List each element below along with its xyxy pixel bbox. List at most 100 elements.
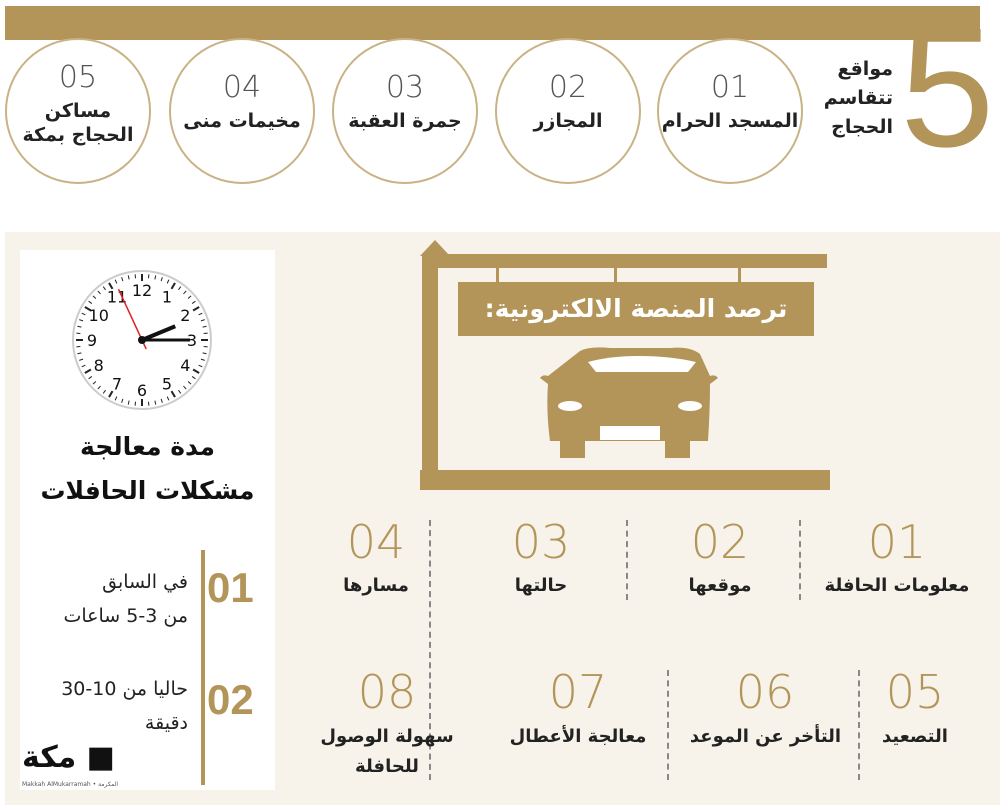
clock-tick <box>79 319 84 322</box>
clock-tick <box>160 277 163 282</box>
feature-number: 04 <box>346 515 406 569</box>
clock-tick <box>183 290 187 295</box>
site-label: مخيمات منى <box>183 110 301 132</box>
clock-tick <box>84 368 92 374</box>
divider <box>626 520 628 600</box>
clock-numeral: 10 <box>89 306 109 325</box>
clock-tick <box>166 279 170 284</box>
clock-numeral: 6 <box>137 381 147 400</box>
clock-tick <box>198 364 203 368</box>
item-text: في السابق من 3-5 ساعات <box>38 565 189 633</box>
platform-sign: ترصد المنصة الالكترونية: <box>458 282 814 336</box>
clock-tick <box>202 352 207 355</box>
clock-numeral: 3 <box>187 331 197 350</box>
title-line: مواقع <box>837 58 893 80</box>
title-line: مدة معالجة <box>80 432 215 461</box>
clock-center <box>138 336 146 344</box>
clock-tick <box>192 306 200 312</box>
feature-label: معلومات الحافلة <box>824 575 970 596</box>
site-number: 03 <box>385 70 425 105</box>
top-banner-bar <box>5 6 980 40</box>
clock-tick <box>97 290 101 295</box>
clock-tick <box>92 381 97 385</box>
sign-structure-icon <box>420 240 830 490</box>
clock-tick <box>200 358 205 361</box>
clock-tick <box>187 381 192 385</box>
clock-numeral: 4 <box>180 356 190 375</box>
feature-number: 06 <box>735 665 795 719</box>
site-circle: 04 مخيمات منى <box>169 38 315 184</box>
clock-tick <box>77 352 82 355</box>
site-label: جمرة العقبة <box>348 110 462 132</box>
clock-numeral: 5 <box>162 374 172 393</box>
feature-label: مسارها <box>343 575 409 596</box>
clock-tick <box>84 306 92 312</box>
site-circle: 05 مساكن الحجاج بمكة <box>5 38 151 184</box>
feature-label: سهولة الوصول للحافلة <box>320 726 454 777</box>
clock-tick <box>108 282 114 290</box>
clock-tick <box>88 300 93 304</box>
clock-tick <box>114 279 118 284</box>
item-line: من 3-5 ساعات <box>63 605 189 627</box>
clock-tick <box>200 319 205 322</box>
clock-tick <box>127 400 130 405</box>
clock-tick <box>191 376 196 380</box>
clock-tick <box>178 286 182 291</box>
clock-tick <box>88 376 93 380</box>
item-number: 02 <box>207 676 254 723</box>
site-label: المجازر <box>533 110 603 132</box>
clock-tick <box>92 295 97 299</box>
feature-label: التصعيد <box>882 726 948 747</box>
sites-title: مواقع تتقاسم الحجاج <box>805 55 893 142</box>
clock-numeral: 11 <box>107 288 127 307</box>
site-circle: 03 جمرة العقبة <box>332 38 478 184</box>
clock-tick <box>121 398 124 403</box>
hour-hand <box>141 324 177 342</box>
site-number: 04 <box>222 70 262 105</box>
logo-text: مكة <box>22 740 77 775</box>
clock-tick <box>170 390 176 398</box>
clock-tick <box>187 295 192 299</box>
divider <box>429 520 431 780</box>
clock-tick <box>170 282 176 290</box>
clock-tick <box>102 389 106 394</box>
clock-tick <box>160 398 163 403</box>
clock-tick <box>192 368 200 374</box>
clock-tick <box>202 325 207 328</box>
car-icon <box>540 347 718 458</box>
site-circle: 02 المجازر <box>495 38 641 184</box>
feature-label: التأخر عن الموعد <box>689 726 842 747</box>
gold-divider <box>201 550 205 785</box>
clock-tick <box>154 400 157 405</box>
item-line: دقيقة <box>144 712 188 734</box>
clock-tick <box>114 396 118 401</box>
clock-numeral: 1 <box>162 288 172 307</box>
clock-numeral: 7 <box>112 374 122 393</box>
divider <box>858 670 860 780</box>
clock-tick <box>154 275 157 280</box>
clock-tick <box>198 312 203 316</box>
title-line: مشكلات الحافلات <box>40 476 255 505</box>
site-number: 05 <box>58 60 98 95</box>
feature-number: 03 <box>511 515 571 569</box>
clock-tick <box>102 286 106 291</box>
clock-tick <box>127 275 130 280</box>
clock-tick <box>183 385 187 390</box>
clock-tick <box>191 300 196 304</box>
site-label: المسجد الحرام <box>661 110 799 132</box>
clock-tick <box>81 312 86 316</box>
feature-label: حالتها <box>514 575 568 596</box>
clock-tick <box>178 389 182 394</box>
title-line: الحجاج <box>831 116 893 138</box>
feature-label: معالجة الأعطال <box>509 726 647 747</box>
clock-tick <box>81 364 86 368</box>
divider <box>667 670 669 780</box>
clock-tick <box>108 390 114 398</box>
clock-numeral: 9 <box>87 331 97 350</box>
feature-number: 01 <box>867 515 927 569</box>
clock-numeral: 12 <box>132 281 152 300</box>
title-line: تتقاسم <box>823 87 893 109</box>
big-number: 5 <box>900 0 995 183</box>
clock-numeral: 2 <box>180 306 190 325</box>
